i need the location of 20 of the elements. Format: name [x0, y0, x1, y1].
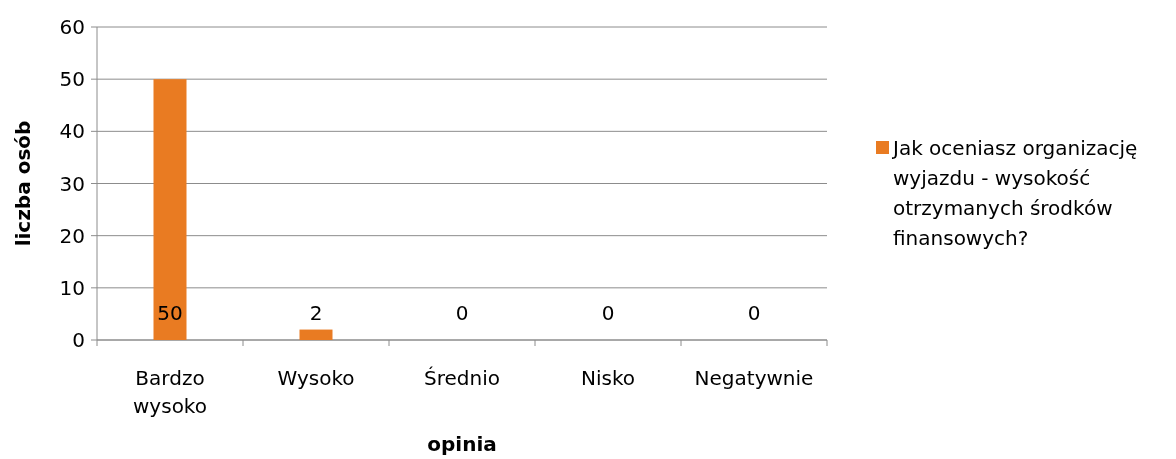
y-tick-label: 20	[59, 223, 85, 248]
y-tick-label: 10	[59, 275, 85, 300]
y-tick-label: 30	[59, 171, 85, 196]
data-label: 2	[309, 301, 323, 325]
x-axis-title: opinia	[427, 432, 497, 456]
x-tick-label: Negatywnie	[694, 366, 814, 390]
y-tick-label: 0	[72, 328, 85, 352]
y-axis-title: liczba osób	[11, 120, 35, 247]
x-tick-label: Średnio	[424, 366, 500, 390]
y-tick-label: 60	[59, 15, 85, 39]
y-tick-label: 50	[59, 67, 85, 92]
data-label: 0	[747, 301, 761, 325]
data-label: 50	[157, 301, 183, 325]
data-label: 0	[601, 301, 615, 325]
legend-label: Jak oceniasz organizację wyjazdu - wysokość otrzymanych środków finansowych?	[891, 136, 1138, 250]
x-tick-label: Wysoko	[277, 366, 355, 390]
y-tick-label: 40	[59, 119, 85, 144]
data-label: 0	[455, 301, 469, 325]
x-tick-label: Nisko	[580, 366, 636, 390]
x-tick-label: Bardzo wysoko	[133, 366, 207, 418]
